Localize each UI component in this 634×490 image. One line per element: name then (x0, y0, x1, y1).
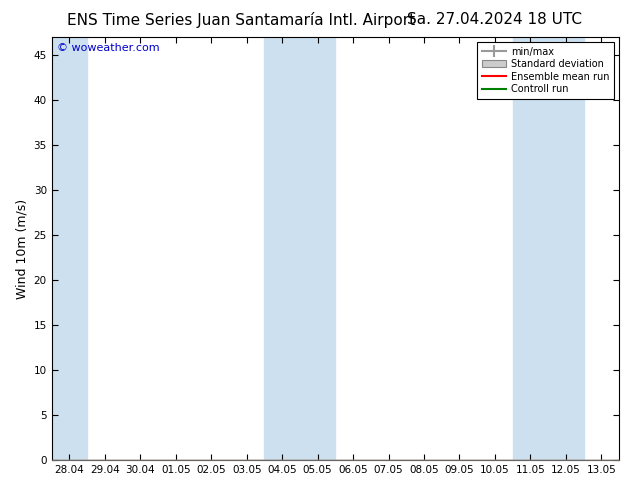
Text: ENS Time Series Juan Santamaría Intl. Airport: ENS Time Series Juan Santamaría Intl. Ai… (67, 12, 415, 28)
Text: © woweather.com: © woweather.com (57, 44, 160, 53)
Legend: min/max, Standard deviation, Ensemble mean run, Controll run: min/max, Standard deviation, Ensemble me… (477, 42, 614, 99)
Bar (264, 37, 335, 460)
Bar (513, 37, 583, 460)
Text: Sa. 27.04.2024 18 UTC: Sa. 27.04.2024 18 UTC (407, 12, 582, 27)
Bar (51, 37, 87, 460)
Y-axis label: Wind 10m (m/s): Wind 10m (m/s) (15, 198, 28, 299)
